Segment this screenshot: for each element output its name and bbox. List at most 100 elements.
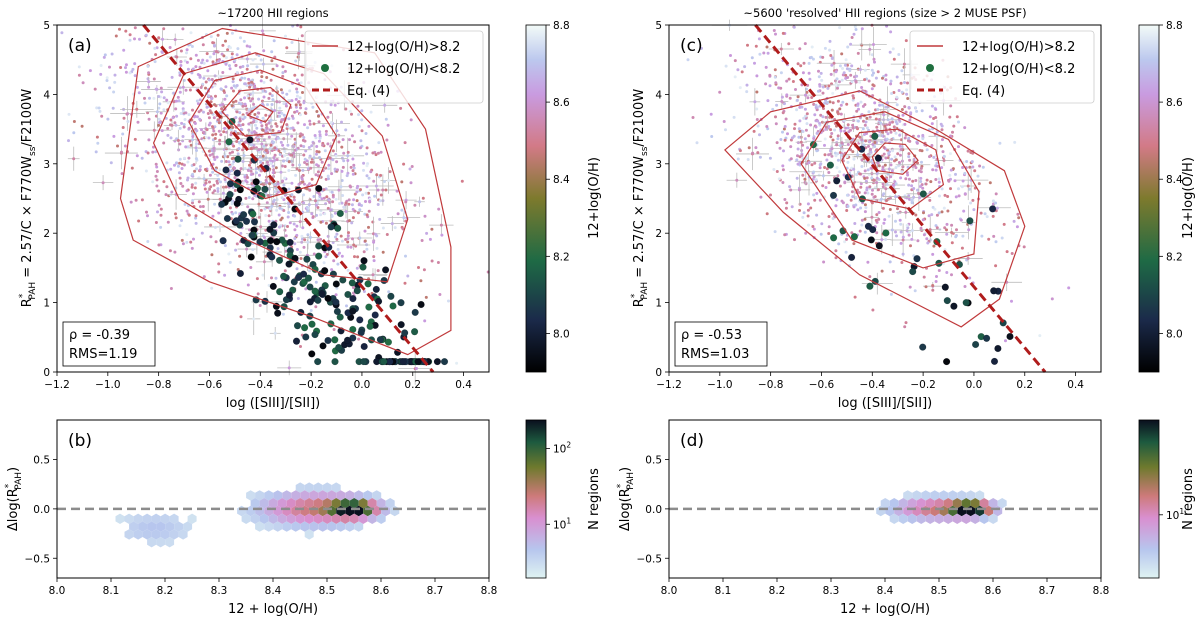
- data-point: [154, 53, 158, 57]
- data-point: [153, 46, 157, 50]
- data-point: [245, 247, 249, 251]
- data-point-low-oh: [875, 242, 883, 250]
- data-point: [929, 180, 933, 184]
- data-point: [318, 136, 322, 140]
- data-point: [777, 86, 781, 90]
- data-point: [875, 213, 879, 217]
- data-point: [817, 69, 820, 73]
- data-point: [691, 116, 695, 119]
- data-point: [402, 216, 406, 220]
- data-point: [364, 191, 368, 195]
- data-point: [891, 270, 895, 273]
- data-point: [257, 111, 261, 115]
- data-point: [302, 101, 306, 105]
- data-point: [306, 209, 310, 213]
- data-point: [60, 31, 64, 35]
- hexbin-cell: [345, 521, 355, 532]
- hexbin-cell: [331, 498, 341, 509]
- data-point: [291, 116, 295, 120]
- data-point: [269, 118, 273, 122]
- data-point: [215, 155, 219, 159]
- data-point: [825, 158, 829, 162]
- data-point: [985, 215, 989, 219]
- data-point-low-oh: [401, 329, 409, 337]
- data-point: [219, 180, 222, 184]
- data-point: [805, 90, 809, 94]
- data-point: [269, 143, 273, 147]
- data-point: [755, 74, 759, 78]
- data-point: [824, 115, 828, 119]
- data-point: [801, 143, 805, 147]
- data-point: [72, 120, 76, 123]
- data-point: [363, 229, 367, 233]
- hexbin-cell: [349, 498, 359, 509]
- data-point-low-oh: [333, 307, 342, 316]
- data-point: [375, 173, 379, 177]
- y-tick-label: 1: [655, 298, 662, 310]
- data-point: [178, 71, 182, 75]
- data-point: [264, 214, 268, 217]
- data-point: [983, 212, 987, 216]
- data-point: [327, 240, 331, 243]
- hexbin-cell: [925, 513, 935, 524]
- data-point: [239, 231, 243, 235]
- x-tick-label: 0.0: [354, 379, 371, 391]
- data-point: [185, 189, 189, 193]
- data-point: [173, 163, 176, 167]
- data-point: [295, 78, 299, 82]
- data-point: [168, 123, 172, 127]
- data-point: [284, 34, 287, 38]
- data-point: [257, 202, 261, 206]
- x-tick-label: −1.0: [707, 379, 733, 391]
- data-point-low-oh: [913, 255, 921, 263]
- data-point: [823, 137, 827, 141]
- data-point: [180, 167, 184, 170]
- data-point-low-oh: [223, 214, 232, 223]
- data-point: [745, 90, 749, 94]
- data-point: [218, 225, 222, 229]
- data-point: [316, 170, 320, 174]
- data-point: [288, 89, 292, 93]
- data-point: [194, 53, 198, 57]
- data-point: [260, 147, 264, 151]
- data-point: [812, 137, 816, 140]
- data-point: [369, 170, 373, 174]
- data-point: [175, 99, 178, 103]
- data-point: [830, 57, 834, 60]
- data-point: [752, 129, 756, 133]
- data-point: [195, 149, 198, 152]
- data-point-low-oh: [371, 311, 379, 319]
- data-point: [894, 131, 898, 135]
- panel-b: 8.0 8.1 8.2 8.3 8.4 8.5 8.6 8.7 8.8−0.50.00.5 (b…: [4, 419, 602, 617]
- data-point: [888, 50, 892, 54]
- data-point: [1005, 250, 1009, 254]
- data-point: [194, 221, 198, 225]
- data-point: [806, 96, 810, 100]
- data-point: [935, 161, 939, 165]
- data-point: [202, 61, 206, 65]
- data-point: [198, 75, 202, 79]
- data-point: [262, 95, 266, 99]
- data-point: [826, 101, 829, 104]
- data-point: [93, 87, 97, 91]
- data-point-low-oh: [864, 222, 873, 230]
- data-point: [356, 211, 360, 215]
- data-point: [880, 103, 884, 107]
- data-point: [259, 79, 263, 83]
- colorbar-tick-label: 101: [553, 516, 571, 531]
- data-point: [135, 107, 139, 111]
- data-point: [225, 94, 229, 98]
- data-point: [852, 157, 856, 161]
- data-point: [120, 150, 123, 154]
- data-point: [198, 98, 202, 102]
- data-point: [831, 91, 835, 95]
- hexbin-cell: [367, 498, 377, 509]
- data-point: [217, 211, 221, 215]
- data-point-low-oh: [909, 268, 917, 276]
- hexbin-cell: [313, 482, 323, 493]
- data-point: [261, 62, 265, 66]
- hexbin-cell: [151, 529, 161, 540]
- data-point: [335, 237, 339, 241]
- data-point: [181, 107, 185, 111]
- data-point: [870, 201, 874, 205]
